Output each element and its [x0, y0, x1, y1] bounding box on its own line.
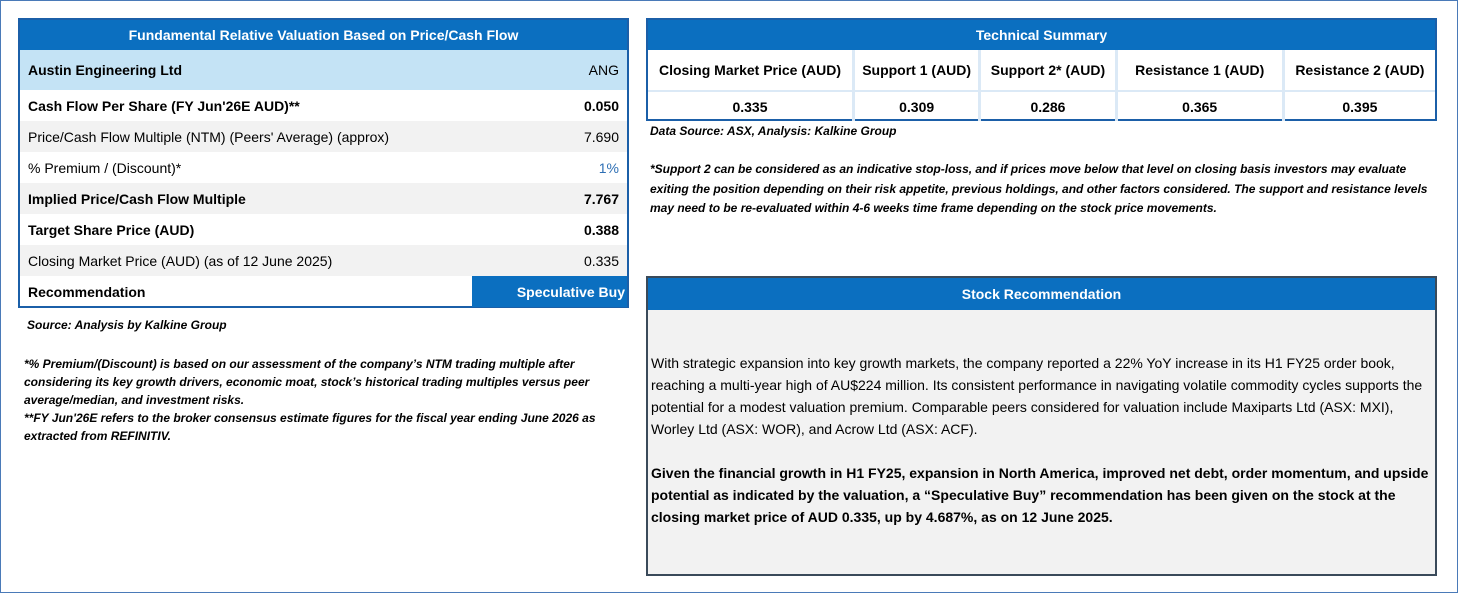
- row-value: 7.690: [583, 128, 619, 145]
- valuation-title: Fundamental Relative Valuation Based on …: [20, 20, 627, 50]
- recommendation-box: Stock Recommendation With strategic expa…: [646, 276, 1437, 576]
- row-label: Target Share Price (AUD): [28, 221, 195, 238]
- ticker: ANG: [588, 62, 619, 78]
- row-label: Price/Cash Flow Multiple (NTM) (Peers' A…: [28, 128, 390, 145]
- valuation-rows: Cash Flow Per Share (FY Jun'26E AUD)** 0.…: [20, 90, 627, 276]
- valuation-notes: *% Premium/(Discount) is based on our as…: [24, 355, 624, 445]
- column-value: 0.365: [1118, 92, 1285, 121]
- technical-headers: Closing Market Price (AUD) Support 1 (AUD…: [648, 50, 1435, 92]
- technical-values: 0.335 0.309 0.286 0.365 0.395: [648, 92, 1435, 121]
- recommendation-value: Speculative Buy: [472, 276, 627, 307]
- note: *% Premium/(Discount) is based on our as…: [24, 357, 590, 407]
- technical-source: Data Source: ASX, Analysis: Kalkine Grou…: [650, 124, 897, 138]
- paragraph: With strategic expansion into key growth…: [651, 355, 1423, 437]
- company-name: Austin Engineering Ltd: [28, 62, 182, 78]
- column-header: Resistance 1 (AUD): [1118, 50, 1285, 90]
- row-label: % Premium / (Discount)*: [28, 159, 182, 176]
- company-row: Austin Engineering Ltd ANG: [20, 50, 627, 90]
- row-value: 0.335: [583, 252, 619, 269]
- column-value: 0.335: [648, 92, 855, 121]
- technical-table: Technical Summary Closing Market Price (…: [646, 18, 1437, 121]
- row-label: Implied Price/Cash Flow Multiple: [28, 190, 246, 207]
- valuation-row: Closing Market Price (AUD) (as of 12 Jun…: [20, 245, 627, 276]
- column-value: 0.309: [855, 92, 982, 121]
- column-value: 0.286: [981, 92, 1118, 121]
- column-header: Closing Market Price (AUD): [648, 50, 855, 90]
- valuation-row: Target Share Price (AUD) 0.388: [20, 214, 627, 245]
- row-value: 0.050: [583, 97, 619, 114]
- technical-title: Technical Summary: [648, 20, 1435, 50]
- column-value: 0.395: [1342, 98, 1378, 115]
- recommendation-row: Recommendation Speculative Buy: [20, 276, 627, 307]
- valuation-source: Source: Analysis by Kalkine Group: [27, 318, 227, 332]
- row-value: 7.767: [583, 190, 619, 207]
- row-label: Closing Market Price (AUD) (as of 12 Jun…: [28, 252, 333, 269]
- valuation-row: % Premium / (Discount)* 1%: [20, 152, 627, 183]
- recommendation-body: With strategic expansion into key growth…: [648, 310, 1435, 528]
- note: **FY Jun'26E refers to the broker consen…: [24, 411, 596, 443]
- technical-note: *Support 2 can be considered as an indic…: [650, 162, 1428, 215]
- paragraph: Given the financial growth in H1 FY25, e…: [651, 465, 1429, 525]
- valuation-row: Price/Cash Flow Multiple (NTM) (Peers' A…: [20, 121, 627, 152]
- column-header: Resistance 2 (AUD): [1295, 62, 1425, 78]
- valuation-row: Implied Price/Cash Flow Multiple 7.767: [20, 183, 627, 214]
- recommendation-title: Stock Recommendation: [648, 278, 1435, 310]
- valuation-row: Cash Flow Per Share (FY Jun'26E AUD)** 0.…: [20, 90, 627, 121]
- valuation-table: Fundamental Relative Valuation Based on …: [18, 18, 629, 308]
- column-header: Support 2* (AUD): [981, 50, 1118, 90]
- row-value: 0.388: [583, 221, 619, 238]
- recommendation-label: Recommendation: [28, 283, 146, 300]
- column-header: Support 1 (AUD): [855, 50, 982, 90]
- row-label: Cash Flow Per Share (FY Jun'26E AUD)**: [28, 97, 300, 114]
- row-value: 1%: [598, 159, 619, 176]
